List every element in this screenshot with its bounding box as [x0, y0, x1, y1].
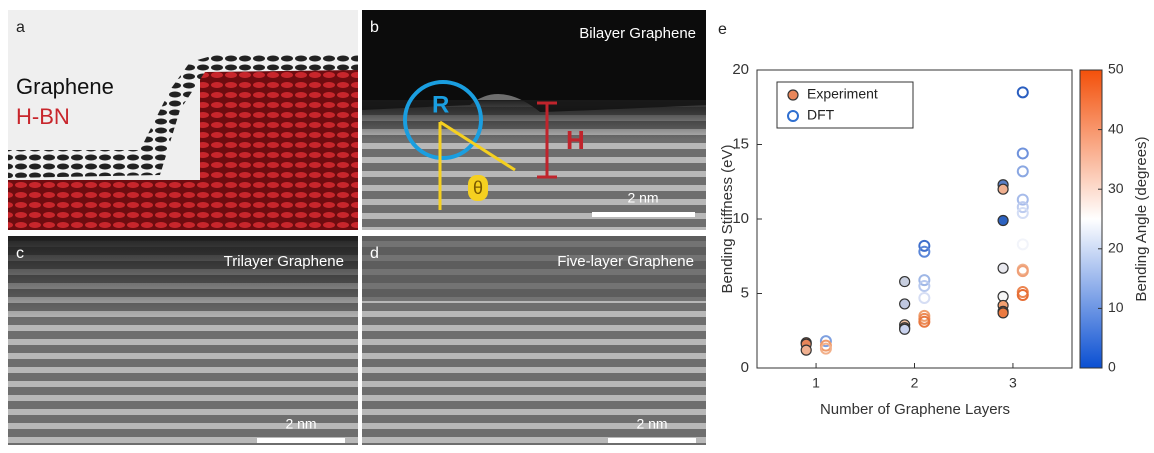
experiment-point	[998, 184, 1008, 194]
panel-e: e Number of Graphene Layers Bending Stif…	[718, 21, 1150, 418]
shading	[362, 100, 706, 140]
y-tick-label: 0	[741, 359, 749, 376]
experiment-point	[801, 345, 811, 355]
experiment-point	[900, 299, 910, 309]
experiment-point	[998, 215, 1008, 225]
colorbar-tick-label: 50	[1108, 61, 1124, 77]
scale-label: 2 nm	[285, 416, 316, 432]
experiment-point	[998, 308, 1008, 318]
legend-label: DFT	[807, 107, 835, 123]
scale-label: 2 nm	[636, 416, 667, 432]
x-tick-label: 3	[1009, 375, 1017, 391]
colorbar-tick-label: 10	[1108, 299, 1124, 315]
panel-b: b Bilayer Graphene R θ H 2 nm	[362, 10, 706, 230]
radius-label: R	[432, 91, 449, 118]
panel-title: Trilayer Graphene	[224, 253, 344, 270]
hbn-step	[200, 70, 358, 180]
experiment-point	[998, 263, 1008, 273]
panel-a: a Graphene H-BN	[8, 10, 358, 230]
legend-marker	[788, 90, 798, 100]
y-tick-label: 20	[732, 61, 749, 78]
legend-label: Experiment	[807, 86, 878, 102]
y-tick-label: 10	[732, 210, 749, 227]
scale-label: 2 nm	[627, 190, 658, 206]
experiment-point	[900, 324, 910, 334]
panel-title: Five-layer Graphene	[557, 253, 694, 270]
x-axis-label: Number of Graphene Layers	[820, 401, 1010, 418]
panel-label: a	[16, 19, 25, 36]
legend-text: Graphene	[16, 74, 114, 99]
colorbar	[1080, 70, 1102, 368]
scale-bar	[257, 438, 345, 443]
panel-d: d Five-layer Graphene 2 nm	[362, 236, 706, 445]
colorbar-tick-label: 0	[1108, 359, 1116, 375]
y-tick-label: 5	[741, 284, 749, 301]
shading	[8, 236, 358, 321]
figure: a Graphene H-BN b Bilayer Graphene R θ H…	[0, 0, 1154, 453]
panel-title: Bilayer Graphene	[579, 25, 696, 42]
panel-label: e	[718, 21, 727, 38]
x-tick-label: 2	[911, 375, 919, 391]
hbn-substrate	[8, 180, 358, 230]
height-label: H	[566, 125, 585, 155]
scale-bar	[608, 438, 696, 443]
colorbar-label: Bending Angle (degrees)	[1133, 136, 1150, 301]
colorbar-tick-label: 40	[1108, 120, 1124, 136]
panel-c: c Trilayer Graphene 2 nm	[8, 236, 358, 445]
panel-label: d	[370, 245, 379, 262]
panel-label: b	[370, 19, 379, 36]
legend-text: H-BN	[16, 104, 70, 129]
colorbar-tick-label: 20	[1108, 240, 1124, 256]
panel-label: c	[16, 245, 24, 262]
scale-bar	[592, 212, 695, 217]
colorbar-tick-label: 30	[1108, 180, 1124, 196]
angle-label: θ	[473, 178, 483, 198]
x-tick-label: 1	[812, 375, 820, 391]
y-tick-label: 15	[732, 135, 749, 152]
experiment-point	[900, 277, 910, 287]
